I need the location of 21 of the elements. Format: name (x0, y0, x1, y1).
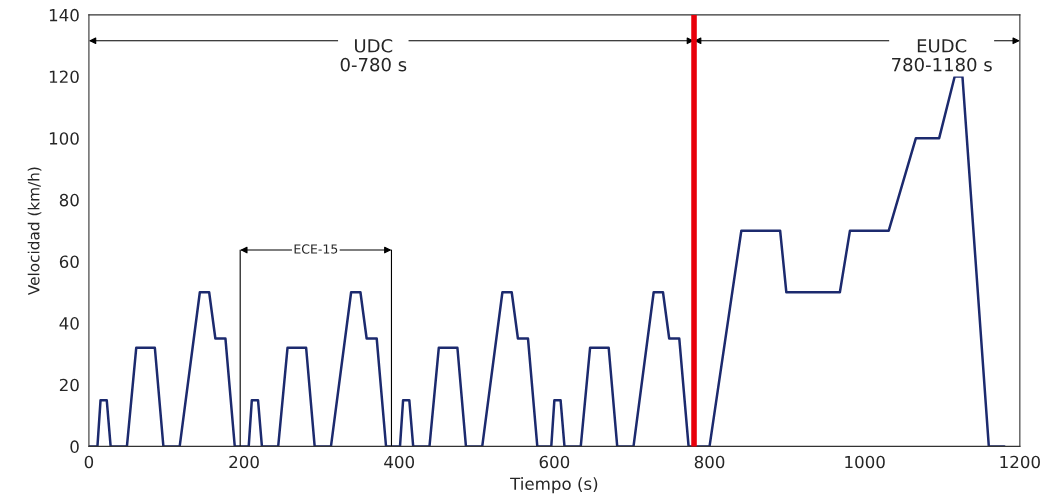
x-tick-label: 600 (539, 455, 570, 469)
line-series (88, 75, 1006, 447)
x-tick-label: 800 (694, 455, 725, 469)
y-tick-label: 60 (59, 255, 79, 269)
y-tick-label: 140 (49, 8, 79, 22)
x-tick-label: 200 (229, 455, 259, 469)
annotation: UDC 0-780 s (340, 38, 407, 72)
annotation: EUDC 780-1180 s (892, 38, 992, 72)
y-tick-label: 100 (49, 132, 79, 145)
y-tick-label: 40 (59, 317, 79, 330)
x-axis-title: Tiempo (s) (510, 477, 598, 494)
y-tick-label: 80 (59, 193, 79, 207)
x-tick-label: 1200 (1000, 455, 1040, 469)
x-tick-label: 0 (84, 455, 94, 469)
x-tick-label: 1000 (845, 455, 885, 469)
annotation: ECE-15 (294, 244, 338, 254)
y-tick-label: 20 (59, 378, 79, 392)
y-tick-label: 0 (70, 440, 79, 453)
x-tick-label: 400 (384, 455, 415, 469)
y-tick-label: 120 (49, 70, 79, 84)
y-axis-title: Velocidad (km/h) (27, 167, 42, 296)
